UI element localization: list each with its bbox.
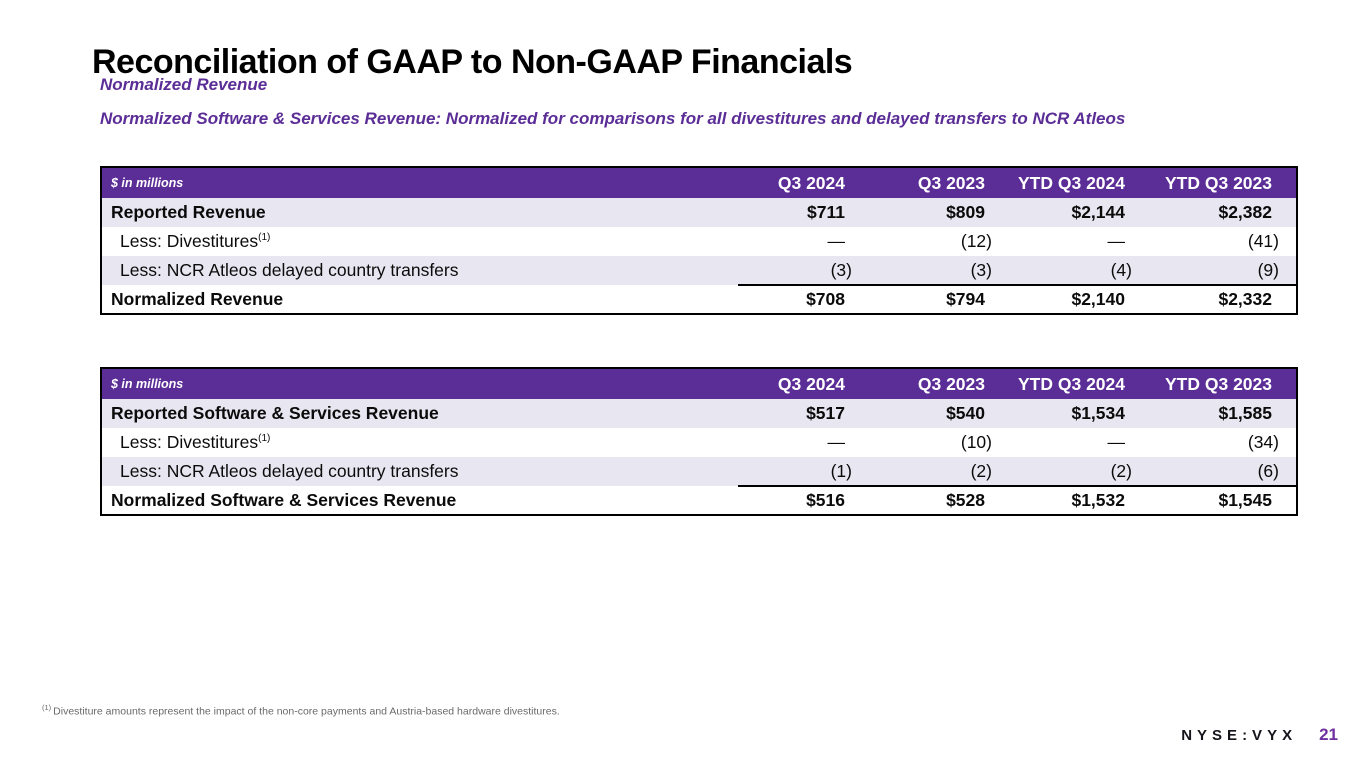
- row-label: Reported Software & Services Revenue: [111, 403, 439, 423]
- value-cell: —: [1107, 432, 1126, 452]
- column-header: YTD Q3 2023: [1149, 368, 1297, 399]
- value-cell: (41): [1247, 231, 1279, 251]
- value-cell: $1,585: [1218, 403, 1272, 423]
- value-cell: —: [1107, 231, 1126, 251]
- value-cell: $2,382: [1218, 202, 1272, 222]
- row-label: Normalized Software & Services Revenue: [111, 489, 457, 510]
- row-label: Less: Divestitures: [120, 231, 259, 251]
- value-cell: (12): [960, 231, 992, 251]
- column-header: YTD Q3 2024: [1009, 167, 1149, 198]
- value-cell: $2,140: [1009, 284, 1149, 314]
- row-label-cell: Normalized Software & Services Revenue: [101, 486, 738, 515]
- value-cell: (3): [830, 259, 852, 280]
- value-cell: $540: [946, 403, 985, 423]
- value-cell: $711: [807, 202, 845, 222]
- value-cell: $794: [869, 284, 1009, 314]
- row-label: Less: Divestitures: [120, 432, 259, 452]
- page-number: 21: [1319, 725, 1338, 744]
- subtitle-normalized-revenue: Normalized Revenue: [100, 75, 268, 94]
- column-header: YTD Q3 2024: [1009, 368, 1149, 399]
- row-label-cell: Less: NCR Atleos delayed country transfe…: [101, 256, 738, 285]
- value-cell: (10): [960, 432, 992, 452]
- value-cell: (4): [1110, 259, 1132, 280]
- reconciliation-table-revenue: $ in millions Q3 2024 Q3 2023 YTD Q3 202…: [100, 166, 1298, 315]
- row-label: Less: NCR Atleos delayed country transfe…: [120, 461, 459, 481]
- value-cell: $1,532: [1009, 485, 1149, 515]
- column-header: Q3 2024: [738, 167, 869, 198]
- value-cell: —: [827, 432, 846, 452]
- footnote-marker: (1): [42, 703, 52, 712]
- table-row: Less: NCR Atleos delayed country transfe…: [101, 457, 1297, 486]
- footer: NYSE:VYX 21: [1181, 725, 1338, 745]
- row-label-cell: Less: Divestitures(1): [101, 227, 738, 256]
- page-title: Reconciliation of GAAP to Non-GAAP Finan…: [92, 42, 853, 81]
- table-header-row: $ in millions Q3 2024 Q3 2023 YTD Q3 202…: [101, 167, 1297, 198]
- value-cell: $809: [946, 202, 985, 222]
- value-cell: $1,534: [1071, 403, 1125, 423]
- table-row: Less: NCR Atleos delayed country transfe…: [101, 256, 1297, 285]
- value-cell: (2): [1110, 460, 1132, 481]
- value-cell: (2): [970, 460, 992, 481]
- footnote-marker: (1): [258, 433, 271, 445]
- column-header: Q3 2024: [738, 368, 869, 399]
- row-label: Normalized Revenue: [111, 288, 284, 309]
- value-cell: (3): [970, 259, 992, 280]
- row-label-cell: Reported Revenue: [101, 198, 738, 227]
- footnote-marker: (1): [258, 232, 271, 244]
- column-header: Q3 2023: [869, 167, 1009, 198]
- value-cell: $1,545: [1149, 485, 1297, 515]
- footnote: (1) Divestiture amounts represent the imp…: [42, 703, 560, 718]
- row-label: Reported Revenue: [111, 202, 266, 222]
- unit-label: $ in millions: [101, 167, 738, 198]
- subtitle-normalized-software-services: Normalized Software & Services Revenue: …: [100, 109, 1126, 128]
- value-cell: —: [827, 231, 846, 251]
- value-cell: (6): [1257, 460, 1279, 481]
- value-cell: (34): [1247, 432, 1279, 452]
- unit-label: $ in millions: [101, 368, 738, 399]
- ticker-label: NYSE:VYX: [1181, 727, 1298, 744]
- value-cell: $2,332: [1149, 284, 1297, 314]
- column-header: YTD Q3 2023: [1149, 167, 1297, 198]
- table-row: Reported Revenue $711 $809 $2,144 $2,382: [101, 198, 1297, 227]
- reconciliation-table-software-services: $ in millions Q3 2024 Q3 2023 YTD Q3 202…: [100, 367, 1298, 516]
- value-cell: $516: [738, 485, 869, 515]
- row-label-cell: Reported Software & Services Revenue: [101, 399, 738, 428]
- row-label-cell: Less: Divestitures(1): [101, 428, 738, 457]
- table-row: Less: Divestitures(1) — (10) — (34): [101, 428, 1297, 457]
- row-label-cell: Less: NCR Atleos delayed country transfe…: [101, 457, 738, 486]
- column-header: Q3 2023: [869, 368, 1009, 399]
- value-cell: (9): [1257, 259, 1279, 280]
- table-row: Reported Software & Services Revenue $51…: [101, 399, 1297, 428]
- footnote-text: Divestiture amounts represent the impact…: [53, 705, 560, 718]
- value-cell: $708: [738, 284, 869, 314]
- table-header-row: $ in millions Q3 2024 Q3 2023 YTD Q3 202…: [101, 368, 1297, 399]
- table-row-total: Normalized Software & Services Revenue $…: [101, 485, 1297, 515]
- table-row: Less: Divestitures(1) — (12) — (41): [101, 227, 1297, 256]
- value-cell: (1): [830, 460, 852, 481]
- value-cell: $517: [806, 403, 845, 423]
- value-cell: $528: [869, 485, 1009, 515]
- row-label: Less: NCR Atleos delayed country transfe…: [120, 260, 459, 280]
- table-row-total: Normalized Revenue $708 $794 $2,140 $2,3…: [101, 284, 1297, 314]
- row-label-cell: Normalized Revenue: [101, 285, 738, 314]
- value-cell: $2,144: [1071, 202, 1125, 222]
